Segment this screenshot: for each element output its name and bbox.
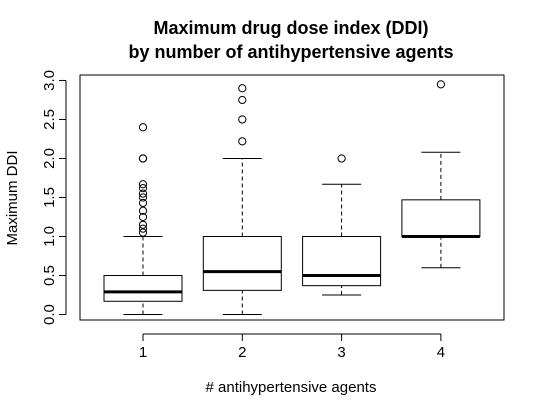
outlier-point	[239, 85, 246, 92]
box-2	[203, 85, 281, 315]
y-tick-label: 1.5	[41, 187, 58, 208]
outlier-point	[139, 155, 146, 162]
outlier-point	[338, 155, 345, 162]
y-tick-label: 3.0	[41, 70, 58, 91]
box-iqr	[203, 237, 281, 291]
x-axis-label: # antihypertensive agents	[206, 379, 377, 396]
x-tick-label: 2	[238, 344, 246, 361]
box-4	[402, 81, 480, 268]
outlier-point	[437, 81, 444, 88]
outlier-point	[139, 124, 146, 131]
y-tick-label: 0.0	[41, 304, 58, 325]
box-1	[104, 124, 182, 315]
chart-title-line-2: by number of antihypertensive agents	[128, 42, 453, 62]
chart-title-line-1: Maximum drug dose index (DDI)	[153, 18, 428, 38]
y-tick-label: 2.0	[41, 148, 58, 169]
outlier-point	[239, 138, 246, 145]
boxes-group	[104, 81, 480, 315]
x-tick-label: 3	[337, 344, 345, 361]
y-tick-label: 2.5	[41, 109, 58, 130]
box-iqr	[402, 200, 480, 237]
box-iqr	[303, 237, 381, 286]
outlier-point	[239, 96, 246, 103]
y-tick-label: 0.5	[41, 265, 58, 286]
box-3	[303, 155, 381, 295]
y-axis: 0.0 0.5 1.0 1.5 2.0 2.5 3.0	[41, 70, 66, 325]
box-iqr	[104, 276, 182, 302]
x-tick-label: 4	[437, 344, 445, 361]
x-tick-label: 1	[139, 344, 147, 361]
y-axis-label: Maximum DDI	[4, 150, 21, 245]
x-axis: 1 2 3 4	[139, 334, 445, 361]
outlier-point	[239, 116, 246, 123]
y-tick-label: 1.0	[41, 226, 58, 247]
